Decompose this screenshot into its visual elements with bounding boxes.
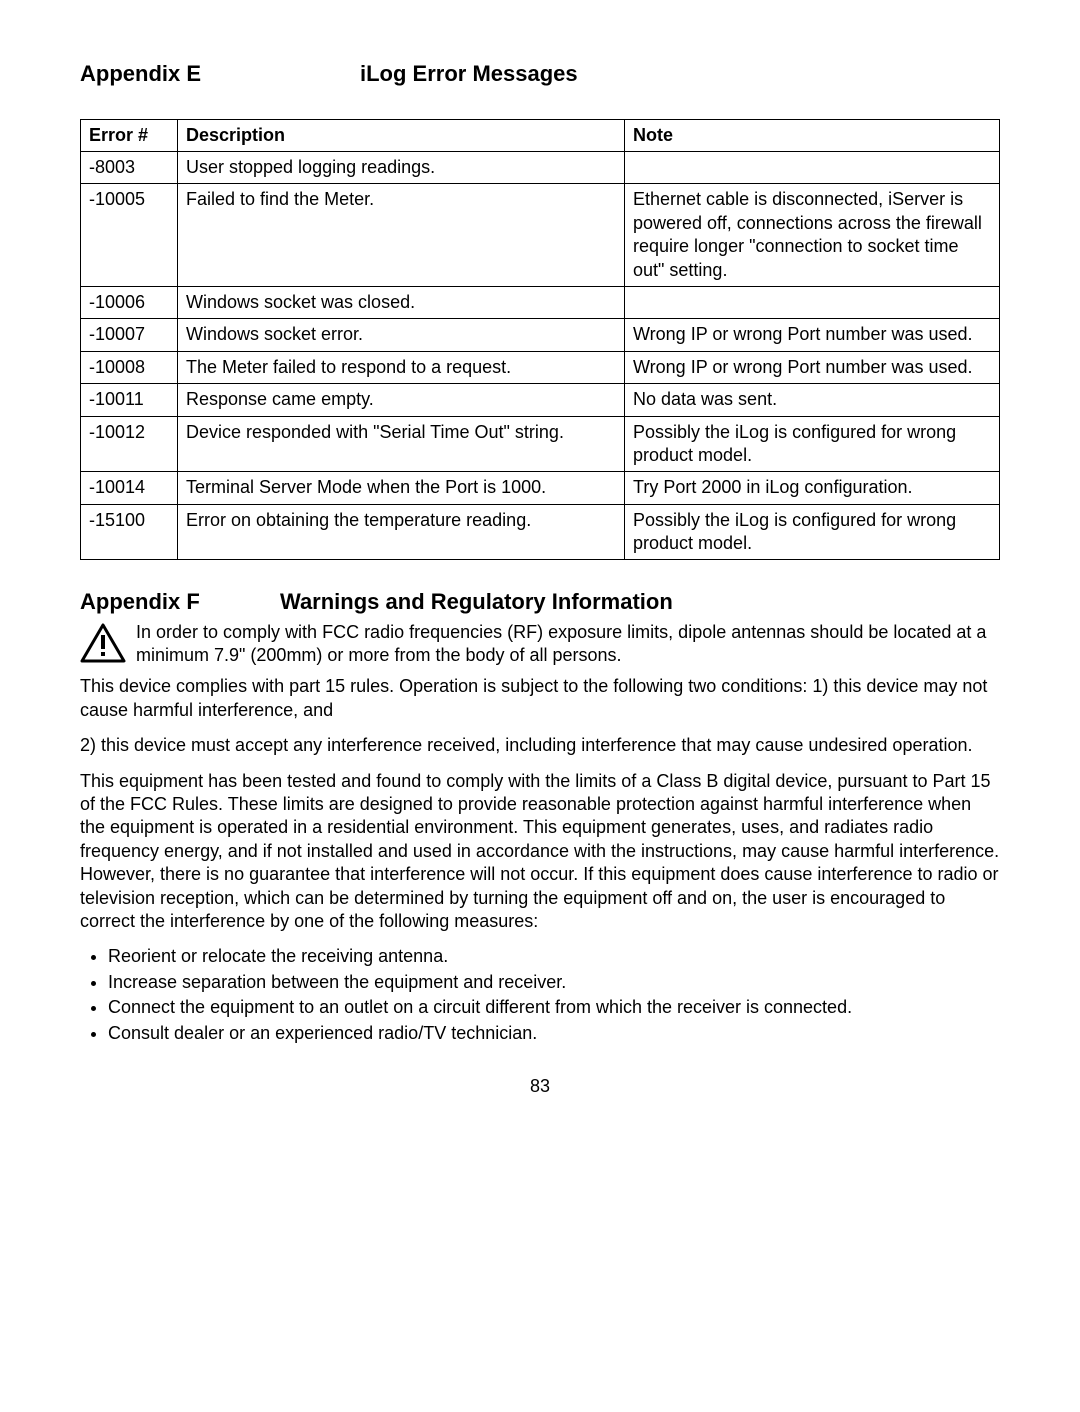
table-row: -10005Failed to find the Meter.Ethernet …	[81, 184, 1000, 287]
list-item: Increase separation between the equipmen…	[108, 971, 1000, 994]
appendix-e-title: iLog Error Messages	[360, 60, 1000, 89]
col-header-note: Note	[625, 119, 1000, 151]
appendix-e-header: Appendix E iLog Error Messages	[80, 60, 1000, 89]
warning-block: In order to comply with FCC radio freque…	[80, 621, 1000, 669]
cell-desc: Windows socket was closed.	[178, 286, 625, 318]
cell-error: -10008	[81, 351, 178, 383]
cell-desc: Response came empty.	[178, 384, 625, 416]
error-table: Error # Description Note -8003User stopp…	[80, 119, 1000, 561]
page-number: 83	[80, 1075, 1000, 1098]
cell-note	[625, 151, 1000, 183]
table-row: -8003User stopped logging readings.	[81, 151, 1000, 183]
cell-error: -10014	[81, 472, 178, 504]
list-item: Reorient or relocate the receiving anten…	[108, 945, 1000, 968]
appendix-f-header: Appendix F Warnings and Regulatory Infor…	[80, 588, 1000, 617]
cell-error: -10006	[81, 286, 178, 318]
cell-desc: Terminal Server Mode when the Port is 10…	[178, 472, 625, 504]
table-row: -10011Response came empty.No data was se…	[81, 384, 1000, 416]
cell-desc: Failed to find the Meter.	[178, 184, 625, 287]
appendix-f-title: Warnings and Regulatory Information	[280, 588, 673, 617]
cell-note: Possibly the iLog is configured for wron…	[625, 416, 1000, 472]
table-header-row: Error # Description Note	[81, 119, 1000, 151]
warning-icon	[80, 623, 126, 669]
table-row: -10006Windows socket was closed.	[81, 286, 1000, 318]
cell-desc: Windows socket error.	[178, 319, 625, 351]
cell-desc: Device responded with "Serial Time Out" …	[178, 416, 625, 472]
cell-note: Ethernet cable is disconnected, iServer …	[625, 184, 1000, 287]
cell-error: -10007	[81, 319, 178, 351]
cell-desc: User stopped logging readings.	[178, 151, 625, 183]
cell-note	[625, 286, 1000, 318]
warning-text: In order to comply with FCC radio freque…	[136, 621, 1000, 668]
table-row: -10007Windows socket error.Wrong IP or w…	[81, 319, 1000, 351]
cell-error: -8003	[81, 151, 178, 183]
para-compliance-1: This device complies with part 15 rules.…	[80, 675, 1000, 722]
appendix-f-label: Appendix F	[80, 588, 280, 617]
table-row: -10008The Meter failed to respond to a r…	[81, 351, 1000, 383]
cell-note: Wrong IP or wrong Port number was used.	[625, 319, 1000, 351]
col-header-error: Error #	[81, 119, 178, 151]
appendix-e-label: Appendix E	[80, 60, 360, 89]
table-row: -10012Device responded with "Serial Time…	[81, 416, 1000, 472]
para-compliance-2: 2) this device must accept any interfere…	[80, 734, 1000, 757]
list-item: Connect the equipment to an outlet on a …	[108, 996, 1000, 1019]
cell-error: -15100	[81, 504, 178, 560]
list-item: Consult dealer or an experienced radio/T…	[108, 1022, 1000, 1045]
cell-error: -10012	[81, 416, 178, 472]
cell-desc: The Meter failed to respond to a request…	[178, 351, 625, 383]
cell-note: Try Port 2000 in iLog configuration.	[625, 472, 1000, 504]
cell-error: -10005	[81, 184, 178, 287]
cell-error: -10011	[81, 384, 178, 416]
table-row: -15100Error on obtaining the temperature…	[81, 504, 1000, 560]
cell-note: No data was sent.	[625, 384, 1000, 416]
measures-list: Reorient or relocate the receiving anten…	[108, 945, 1000, 1045]
col-header-description: Description	[178, 119, 625, 151]
cell-desc: Error on obtaining the temperature readi…	[178, 504, 625, 560]
cell-note: Possibly the iLog is configured for wron…	[625, 504, 1000, 560]
table-row: -10014Terminal Server Mode when the Port…	[81, 472, 1000, 504]
para-compliance-3: This equipment has been tested and found…	[80, 770, 1000, 934]
cell-note: Wrong IP or wrong Port number was used.	[625, 351, 1000, 383]
